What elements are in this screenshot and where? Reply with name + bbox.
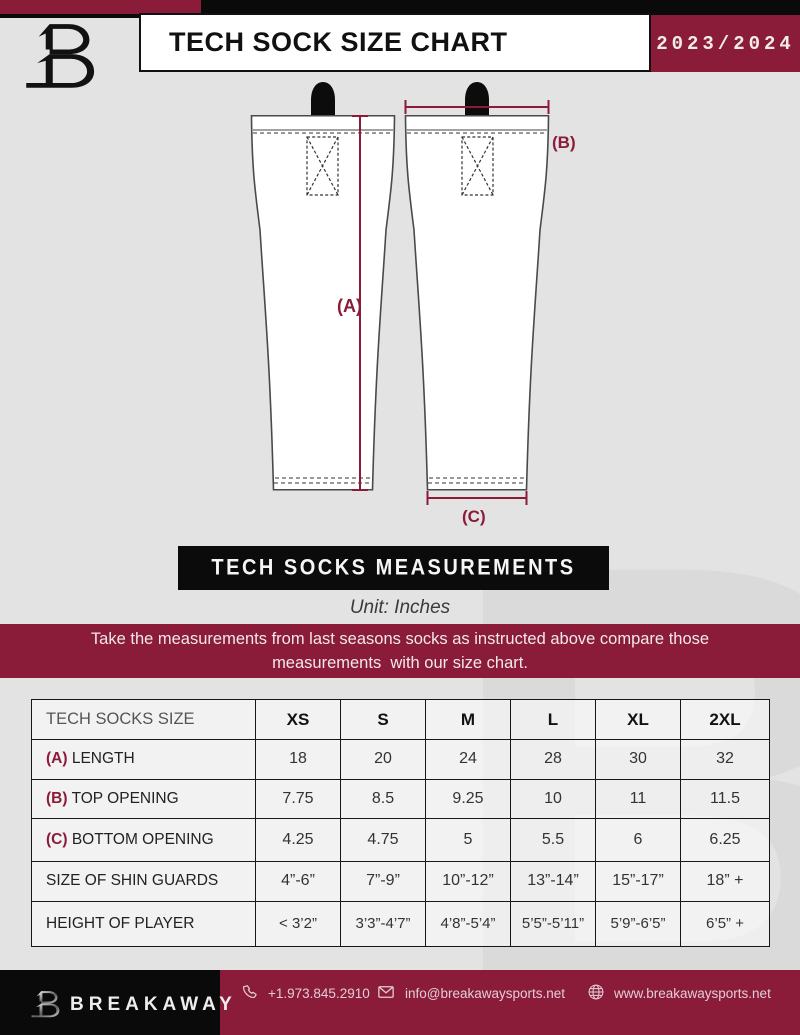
svg-text:(C): (C) (462, 507, 486, 526)
svg-text:(B): (B) (552, 133, 576, 152)
svg-text:(A): (A) (337, 296, 362, 316)
